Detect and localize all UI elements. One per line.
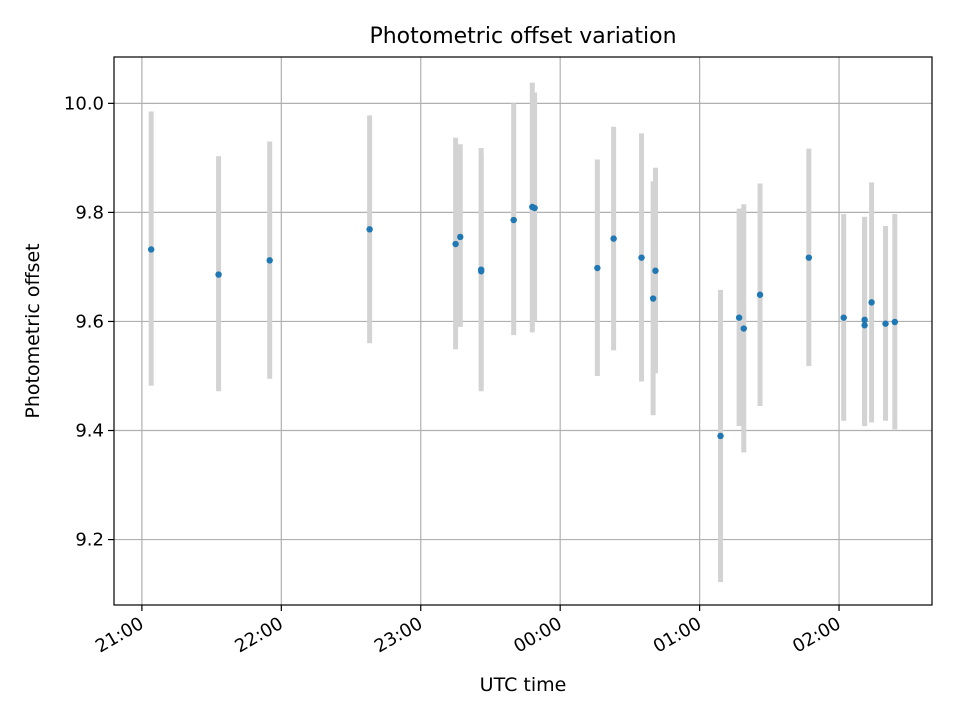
data-point [840, 314, 847, 321]
data-point [610, 235, 617, 242]
y-axis-label: Photometric offset [22, 243, 44, 418]
y-tick-label: 9.4 [75, 421, 104, 442]
chart-title: Photometric offset variation [369, 24, 676, 49]
data-point [366, 226, 373, 233]
y-tick-label: 10.0 [64, 93, 104, 114]
x-axis-label: UTC time [480, 674, 567, 696]
data-point [215, 271, 222, 278]
data-point [477, 268, 485, 275]
data-point [861, 316, 868, 324]
data-point [868, 299, 875, 306]
data-point [510, 216, 517, 224]
data-point [594, 264, 601, 272]
data-point [531, 204, 538, 212]
data-point [652, 267, 659, 274]
y-axis-ticks: 9.2 9.4 9.6 9.8 10.0 [64, 93, 114, 551]
data-markers [147, 203, 899, 440]
data-point [756, 291, 764, 298]
data-point [891, 318, 899, 326]
data-point [457, 233, 464, 241]
data-point [649, 295, 657, 302]
data-point [861, 322, 868, 329]
y-tick-label: 9.2 [75, 530, 104, 551]
data-point [717, 432, 724, 440]
plot-area [114, 57, 932, 605]
y-tick-label: 9.8 [75, 202, 104, 223]
data-point [735, 314, 743, 321]
data-point [266, 257, 273, 264]
y-tick-label: 9.6 [75, 311, 104, 332]
grid-lines [114, 57, 932, 605]
data-point [805, 254, 813, 261]
data-point [452, 240, 459, 248]
data-point [740, 325, 747, 332]
data-point [147, 246, 155, 253]
data-point [882, 320, 889, 327]
plot-frame [113, 56, 933, 606]
data-point [638, 254, 645, 261]
